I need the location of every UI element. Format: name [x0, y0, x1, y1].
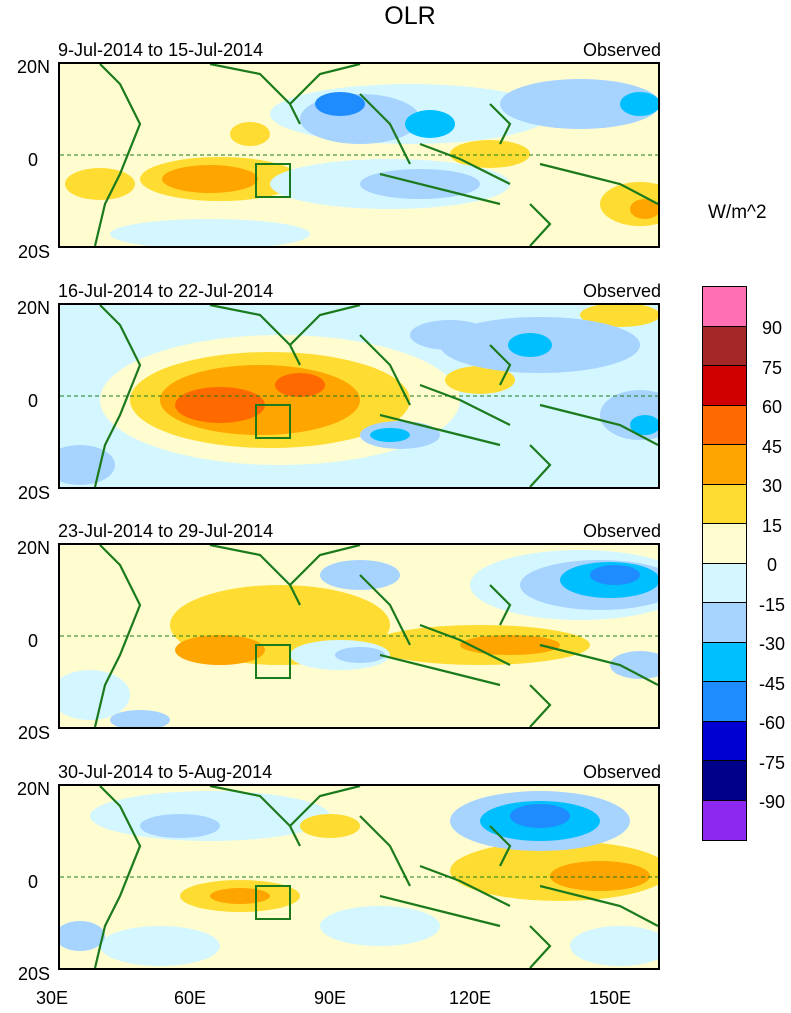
colorbar-label: -60 [758, 713, 785, 733]
lat-label-20s: 20S [17, 964, 50, 984]
lat-label-eq: 0 [27, 391, 38, 411]
colorbar-label: -15 [758, 595, 785, 615]
panel-status: Observed [582, 281, 661, 301]
lon-label-90e: 90E [314, 988, 347, 1008]
colorbar-label: -75 [758, 753, 785, 773]
colorbar-label: 75 [761, 358, 783, 378]
colorbar-label: -30 [758, 634, 785, 654]
colorbar-units: W/m^2 [708, 202, 767, 223]
colorbar-label: -45 [758, 674, 785, 694]
lat-label-eq: 0 [27, 631, 38, 651]
colorbar-label: 30 [761, 476, 783, 496]
panel-status: Observed [582, 40, 661, 60]
lat-label-20n: 20N [16, 57, 50, 77]
map-panel-4: 30-Jul-2014 to 5-Aug-2014 Observed [0, 762, 680, 972]
lat-label-20n: 20N [16, 538, 50, 558]
lat-label-20s: 20S [17, 242, 50, 262]
panel-date-range: 30-Jul-2014 to 5-Aug-2014 [58, 762, 273, 782]
map-panel-2: 16-Jul-2014 to 22-Jul-2014 Observed [0, 281, 680, 491]
colorbar-swatch [703, 405, 746, 445]
lat-label-eq: 0 [27, 150, 38, 170]
figure-title: OLR [384, 2, 436, 30]
colorbar-swatch [703, 366, 746, 406]
lat-label-20s: 20S [17, 723, 50, 743]
colorbar-swatch [703, 721, 746, 761]
olr-anomaly-map [58, 784, 660, 970]
map-panel-1: 9-Jul-2014 to 15-Jul-2014 Observed [0, 40, 680, 250]
colorbar-swatch [703, 445, 746, 485]
olr-anomaly-map [58, 62, 660, 248]
map-panel-3: 23-Jul-2014 to 29-Jul-2014 Observed [0, 521, 680, 731]
colorbar-label: 45 [761, 437, 783, 457]
lat-label-20n: 20N [16, 779, 50, 799]
colorbar-swatch [703, 761, 746, 801]
colorbar-swatch [703, 524, 746, 564]
panel-status: Observed [582, 521, 661, 541]
panel-date-range: 16-Jul-2014 to 22-Jul-2014 [58, 281, 274, 301]
panel-date-range: 23-Jul-2014 to 29-Jul-2014 [58, 521, 274, 541]
lat-label-20n: 20N [16, 298, 50, 318]
olr-anomaly-map [58, 303, 660, 489]
colorbar [702, 286, 747, 841]
colorbar-label: 15 [761, 516, 783, 536]
colorbar-swatch [703, 287, 746, 327]
lat-label-eq: 0 [27, 872, 38, 892]
lon-label-30e: 30E [36, 988, 69, 1008]
lon-label-60e: 60E [174, 988, 207, 1008]
colorbar-label: 60 [761, 397, 783, 417]
colorbar-label: 90 [761, 318, 783, 338]
colorbar-swatch [703, 563, 746, 603]
panel-status: Observed [582, 762, 661, 782]
lon-label-150e: 150E [589, 988, 632, 1008]
colorbar-swatch [703, 800, 746, 840]
colorbar-swatch [703, 484, 746, 524]
olr-anomaly-map [58, 543, 660, 729]
colorbar-swatch [703, 642, 746, 682]
colorbar-swatch [703, 603, 746, 643]
panel-date-range: 9-Jul-2014 to 15-Jul-2014 [58, 40, 264, 60]
colorbar-label: 0 [766, 555, 777, 575]
lon-label-120e: 120E [449, 988, 492, 1008]
colorbar-swatch [703, 682, 746, 722]
lat-label-20s: 20S [17, 483, 50, 503]
colorbar-swatch [703, 326, 746, 366]
colorbar-label: -90 [758, 792, 785, 812]
